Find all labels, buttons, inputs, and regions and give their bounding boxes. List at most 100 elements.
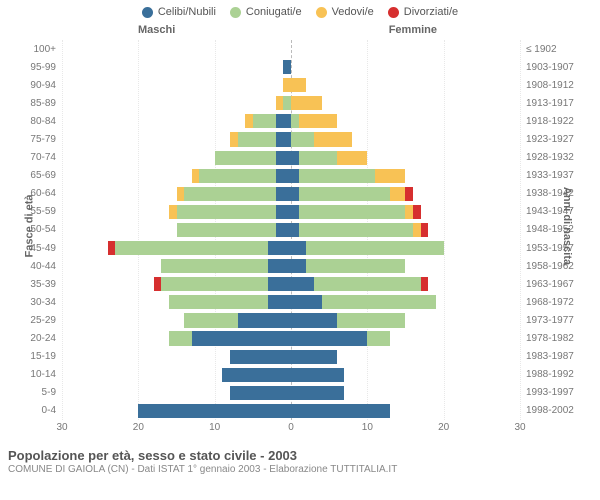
bar-seg xyxy=(268,277,291,291)
male-half xyxy=(62,112,291,130)
bar-seg xyxy=(169,295,268,309)
pyramid-row xyxy=(62,130,520,148)
male-half xyxy=(62,275,291,293)
male-half xyxy=(62,293,291,311)
female-half xyxy=(291,366,520,384)
bar-seg xyxy=(283,60,291,74)
female-half xyxy=(291,402,520,420)
male-half xyxy=(62,76,291,94)
bar-seg xyxy=(405,205,413,219)
bar-seg xyxy=(367,331,390,345)
bar-seg xyxy=(138,404,291,418)
birth-tick: 1993-1997 xyxy=(522,384,592,402)
pyramid-row xyxy=(62,311,520,329)
caption-subtitle: COMUNE DI GAIOLA (CN) - Dati ISTAT 1° ge… xyxy=(8,464,592,475)
pyramid-row xyxy=(62,275,520,293)
bar-seg xyxy=(291,223,299,237)
pyramid-row xyxy=(62,402,520,420)
bar-seg xyxy=(222,368,291,382)
age-tick: 85-89 xyxy=(8,94,60,112)
age-tick: 5-9 xyxy=(8,384,60,402)
female-half xyxy=(291,58,520,76)
pyramid-row xyxy=(62,58,520,76)
male-half xyxy=(62,130,291,148)
age-tick: 30-34 xyxy=(8,293,60,311)
bar-seg xyxy=(199,169,275,183)
bar-seg xyxy=(253,114,276,128)
bar-seg xyxy=(291,404,390,418)
birth-tick: 1988-1992 xyxy=(522,366,592,384)
bar-seg xyxy=(314,132,352,146)
birth-tick: 1943-1947 xyxy=(522,203,592,221)
gender-labels: Maschi Femmine xyxy=(8,24,592,40)
age-tick: 70-74 xyxy=(8,149,60,167)
bar-seg xyxy=(421,277,429,291)
birth-tick: 1928-1932 xyxy=(522,149,592,167)
male-half xyxy=(62,149,291,167)
bar-seg xyxy=(276,187,291,201)
bar-seg xyxy=(238,313,291,327)
bar-seg xyxy=(161,277,268,291)
age-tick: 0-4 xyxy=(8,402,60,420)
bar-seg xyxy=(291,368,344,382)
pyramid-row xyxy=(62,348,520,366)
bar-seg xyxy=(276,132,291,146)
pyramid-row xyxy=(62,149,520,167)
bar-seg xyxy=(230,386,291,400)
male-half xyxy=(62,257,291,275)
female-half xyxy=(291,76,520,94)
bar-seg xyxy=(291,187,299,201)
bar-seg xyxy=(245,114,253,128)
bar-seg xyxy=(421,223,429,237)
male-half xyxy=(62,384,291,402)
age-tick: 75-79 xyxy=(8,130,60,148)
bar-seg xyxy=(299,223,414,237)
bar-seg xyxy=(337,313,406,327)
x-tick: 30 xyxy=(514,422,525,433)
age-tick: 80-84 xyxy=(8,112,60,130)
female-half xyxy=(291,257,520,275)
male-half xyxy=(62,330,291,348)
pyramid-row xyxy=(62,257,520,275)
age-tick: 25-29 xyxy=(8,311,60,329)
bar-seg xyxy=(291,277,314,291)
bar-seg xyxy=(230,350,291,364)
bar-seg xyxy=(337,151,368,165)
bar-seg xyxy=(291,259,306,273)
legend-item: Celibi/Nubili xyxy=(142,6,216,18)
bar-seg xyxy=(291,241,306,255)
female-half xyxy=(291,203,520,221)
age-tick: 20-24 xyxy=(8,330,60,348)
bar-seg xyxy=(413,205,421,219)
bar-seg xyxy=(291,114,299,128)
female-half xyxy=(291,293,520,311)
legend-item: Vedovi/e xyxy=(316,6,374,18)
bar-seg xyxy=(299,114,337,128)
female-half xyxy=(291,94,520,112)
bar-seg xyxy=(306,241,443,255)
bar-seg xyxy=(276,114,291,128)
birth-tick: 1968-1972 xyxy=(522,293,592,311)
age-tick: 100+ xyxy=(8,40,60,58)
pyramid-row xyxy=(62,112,520,130)
female-half xyxy=(291,221,520,239)
bar-seg xyxy=(184,187,276,201)
pyramid-row xyxy=(62,330,520,348)
pyramid-row xyxy=(62,366,520,384)
bar-seg xyxy=(375,169,406,183)
male-half xyxy=(62,167,291,185)
pyramid-row xyxy=(62,384,520,402)
bar-seg xyxy=(291,313,337,327)
birth-tick: 1983-1987 xyxy=(522,348,592,366)
bar-seg xyxy=(291,295,322,309)
bar-seg xyxy=(276,169,291,183)
age-tick: 40-44 xyxy=(8,257,60,275)
y-left-title: Fasce di età xyxy=(23,195,35,258)
birth-tick: 1948-1952 xyxy=(522,221,592,239)
birth-tick: 1923-1927 xyxy=(522,130,592,148)
birth-tick: 1933-1937 xyxy=(522,167,592,185)
female-half xyxy=(291,239,520,257)
pyramid-row xyxy=(62,76,520,94)
male-half xyxy=(62,348,291,366)
birth-tick: 1938-1942 xyxy=(522,185,592,203)
